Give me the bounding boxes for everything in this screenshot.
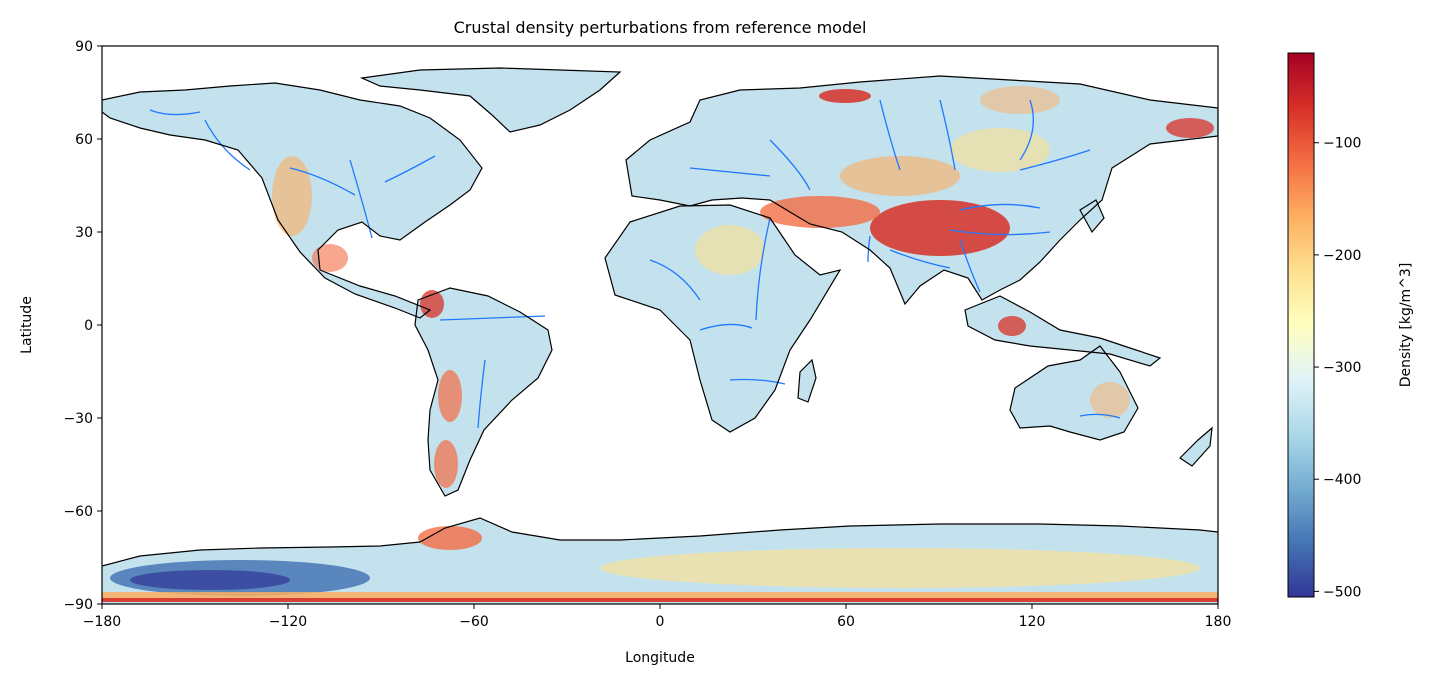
anomaly-mexico: [312, 244, 348, 272]
river-mississippi: [349, 159, 373, 239]
x-tick-label: 120: [1019, 614, 1046, 630]
colorbar-tick-label: −200: [1323, 248, 1361, 264]
coast-antarctica: [102, 517, 1218, 567]
colorbar-tick-label: −300: [1323, 360, 1361, 376]
rivers: [149, 99, 1121, 429]
coast-south-america: [414, 287, 553, 497]
y-axis-label: Latitude: [19, 296, 35, 354]
river-zambezi: [729, 378, 786, 385]
anomaly-north-africa: [695, 225, 765, 275]
river-st-lawrence: [384, 155, 436, 183]
anomaly-central-asia: [840, 156, 960, 196]
anomaly-patagonia: [434, 440, 458, 488]
x-tick-label: 60: [837, 614, 855, 630]
river-amazon: [439, 315, 546, 321]
y-tick-label: 90: [75, 39, 93, 55]
anomaly-mongolia: [950, 128, 1050, 172]
land-japan: [1080, 200, 1104, 232]
y-tick-label: 60: [75, 132, 93, 148]
anomaly-south-pole-band: [102, 592, 1218, 600]
y-tick-label: −90: [63, 597, 93, 613]
river-volga: [769, 139, 811, 191]
river-parana: [477, 359, 486, 429]
river-huang-he: [959, 203, 1041, 211]
x-tick-label: −120: [269, 614, 307, 630]
y-tick-label: −30: [63, 411, 93, 427]
coast-north-america: [102, 82, 483, 319]
y-tick-label: −60: [63, 504, 93, 520]
coast-australia: [1009, 345, 1139, 441]
river-mackenzie: [204, 119, 251, 171]
coast-africa: [604, 204, 842, 433]
x-axis-ticks: −180 −120 −60 0 60 120 180: [83, 604, 1232, 630]
river-ob: [879, 99, 901, 171]
anomaly-borneo: [998, 316, 1026, 336]
y-axis-ticks: −90 −60 −30 0 30 60 90: [63, 39, 102, 613]
anomaly-east-antarctica: [600, 548, 1200, 588]
anomaly-iran: [760, 196, 880, 228]
anomaly-tibet: [870, 200, 1010, 256]
river-lena: [1019, 99, 1034, 161]
coast-new-zealand: [1179, 426, 1213, 467]
colorbar: −500 −400 −300 −200 −100 Density [kg/m^3]: [1287, 52, 1414, 600]
chart-title: Crustal density perturbations from refer…: [454, 18, 867, 37]
river-yenisei: [939, 99, 956, 171]
colorbar-label: Density [kg/m^3]: [1398, 263, 1414, 388]
colorbar-ticks: −500 −400 −300 −200 −100: [1314, 136, 1361, 600]
anomaly-novaya-zemlya: [819, 89, 871, 103]
x-tick-label: 180: [1205, 614, 1232, 630]
anomaly-siberia: [980, 86, 1060, 114]
land-new-zealand: [1180, 428, 1212, 466]
river-missouri: [289, 167, 356, 196]
river-yangtze: [949, 229, 1051, 236]
density-anomalies: [102, 86, 1218, 602]
coast-eurasia: [625, 75, 1218, 306]
river-congo: [699, 323, 753, 331]
x-tick-label: 0: [656, 614, 665, 630]
anomaly-australia: [1090, 382, 1130, 418]
anomaly-kamchatka: [1166, 118, 1214, 138]
coastlines: [102, 67, 1218, 567]
anomaly-rockies: [272, 156, 312, 236]
river-ganges: [889, 249, 951, 269]
land-africa: [605, 205, 840, 432]
coast-maritime-se-asia: [964, 295, 1162, 367]
colorbar-tick-label: −400: [1323, 472, 1361, 488]
x-tick-label: −60: [459, 614, 489, 630]
coast-madagascar: [797, 358, 817, 403]
river-niger: [649, 259, 701, 301]
anomaly-south-pole-edge: [102, 598, 1218, 602]
anomaly-andes-central: [438, 370, 462, 422]
anomaly-antarctic-peninsula: [418, 526, 482, 550]
river-yukon: [149, 109, 201, 116]
river-danube: [689, 167, 771, 177]
colorbar-gradient: [1287, 52, 1315, 598]
x-axis-label: Longitude: [625, 650, 695, 666]
river-amur: [1019, 149, 1091, 171]
land-greenland: [362, 68, 620, 132]
river-nile: [755, 217, 771, 321]
y-tick-label: 30: [75, 225, 93, 241]
y-tick-label: 0: [84, 318, 93, 334]
anomaly-west-antarctica-core: [130, 570, 290, 590]
coast-japan: [1079, 199, 1105, 234]
river-mekong: [959, 239, 981, 293]
coast-greenland: [359, 67, 622, 133]
river-murray: [1079, 413, 1121, 419]
colorbar-tick-label: −100: [1323, 136, 1361, 152]
x-tick-label: −180: [83, 614, 121, 630]
colorbar-tick-label: −500: [1323, 584, 1361, 600]
map-area: [102, 46, 1218, 604]
